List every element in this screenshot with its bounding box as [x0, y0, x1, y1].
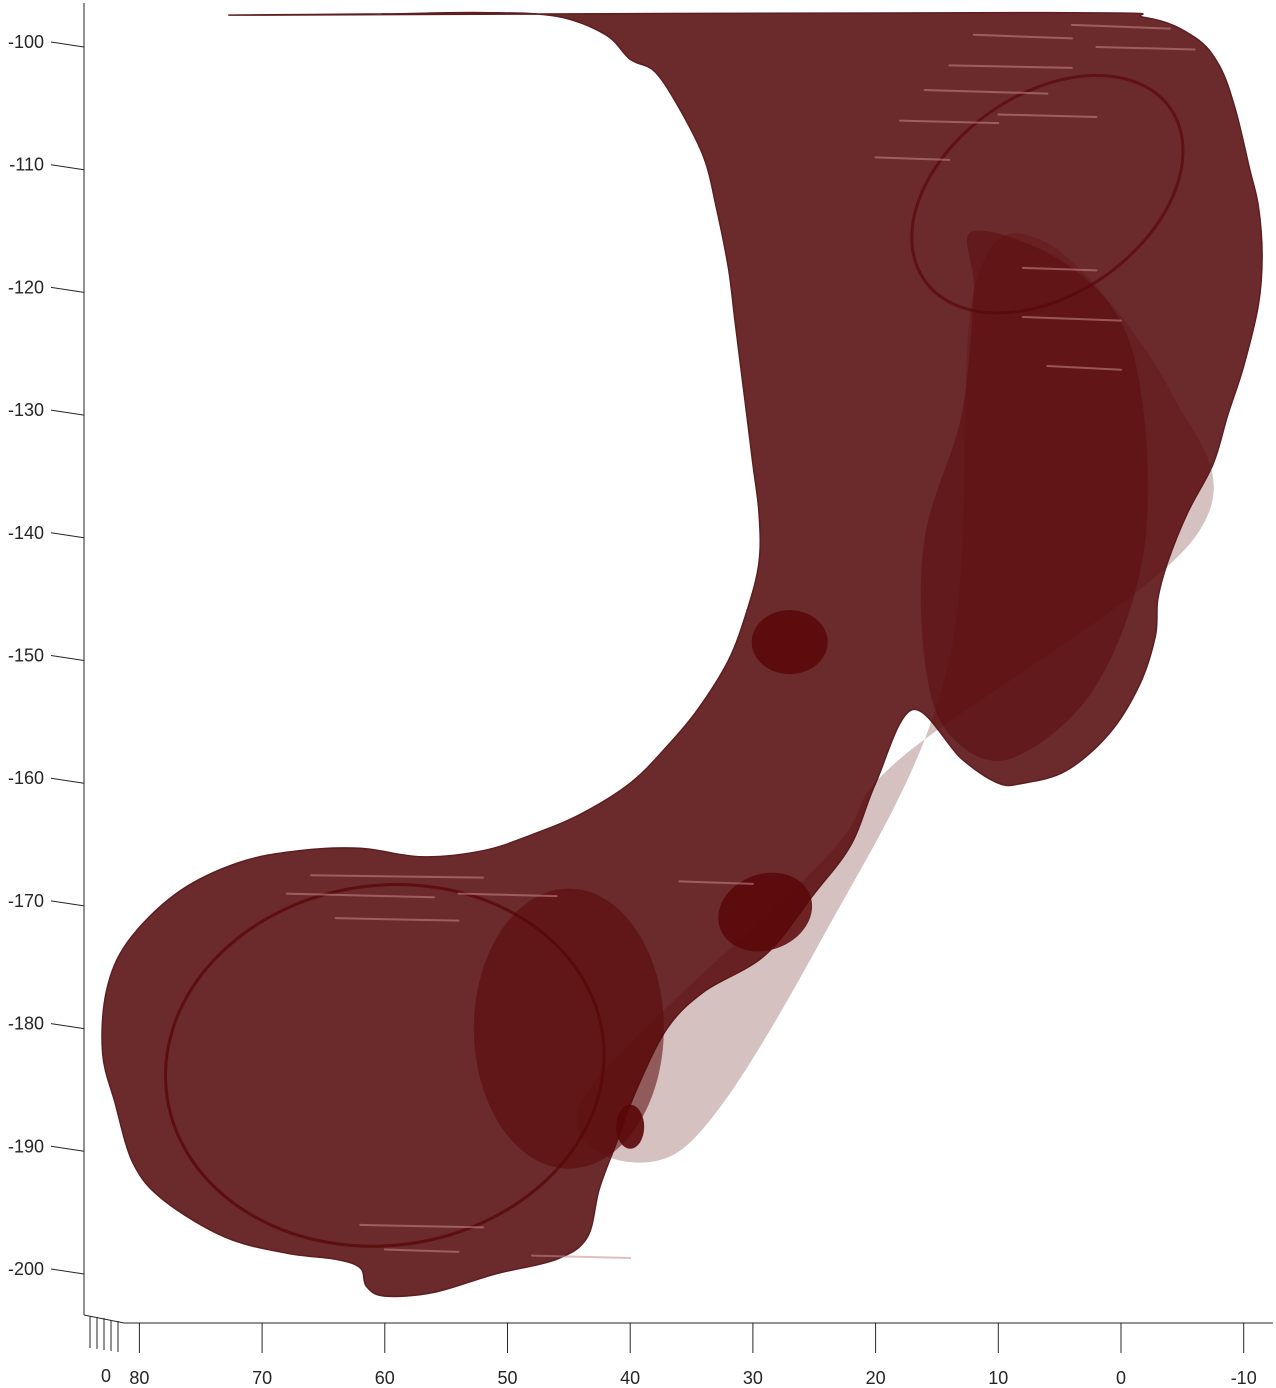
surface-highlight: [1095, 46, 1196, 51]
surface-opening: [616, 1104, 645, 1149]
y-tick: [50, 1023, 85, 1030]
y-tick: [50, 164, 85, 171]
surface-highlight: [531, 1254, 632, 1260]
surface-channel: [576, 233, 1214, 1163]
y-tick: [50, 900, 85, 907]
x-tick-label: 10: [988, 1368, 1008, 1388]
x-tick-label: 40: [620, 1368, 640, 1388]
x-tick-label: 80: [129, 1368, 149, 1388]
surface-end-cap-right: [910, 73, 1185, 315]
surface-opening: [718, 872, 813, 952]
surface-highlight: [1070, 23, 1172, 30]
y-tick: [50, 1145, 85, 1152]
surface-highlight: [334, 917, 460, 922]
x-tick-label: -10: [1231, 1368, 1257, 1388]
y-tick-label: -180: [8, 1014, 44, 1034]
y-tick: [50, 1268, 85, 1275]
y-tick-label: -140: [8, 523, 44, 543]
y-ticks: -100 -110 -120 -130 -140 -150 -160 -170 -180 -190…: [8, 32, 85, 1279]
surface-opening: [751, 610, 828, 675]
y-tick-label: -130: [8, 400, 44, 420]
x-tick-label: 50: [497, 1368, 517, 1388]
y-tick: [50, 41, 85, 48]
depth-tick-label: 0: [101, 1366, 111, 1386]
y-tick-label: -110: [9, 155, 44, 175]
y-tick: [50, 286, 85, 293]
y-tick-label: -100: [8, 32, 44, 52]
y-tick-label: -200: [8, 1259, 44, 1279]
surface-inner-tube: [920, 230, 1148, 761]
depth-ticks: 0: [89, 1316, 119, 1386]
y-tick-label: -150: [8, 646, 44, 666]
y-tick-label: -170: [8, 891, 44, 911]
x-ticks: 80 70 60 50 40 30 20 10 0 -10: [129, 1323, 1257, 1388]
surface-highlight: [383, 1248, 460, 1253]
surface-highlight: [359, 1223, 484, 1229]
y-tick-label: -120: [8, 277, 44, 297]
surface-highlight: [1021, 315, 1122, 322]
surface-highlight: [948, 64, 1073, 69]
surface-highlight: [899, 119, 1000, 125]
y-tick: [50, 409, 85, 416]
surface-highlight: [997, 113, 1098, 118]
surface-highlight: [285, 892, 435, 899]
y-tick: [50, 532, 85, 539]
y-tick: [50, 777, 85, 784]
x-tick-label: 60: [375, 1368, 395, 1388]
surface-highlight: [678, 880, 754, 885]
y-tick-label: -160: [8, 768, 44, 788]
surface-highlight: [874, 156, 951, 161]
surface-highlight: [1021, 266, 1098, 272]
y-tick: [50, 655, 85, 661]
surface-highlight: [310, 874, 484, 879]
x-tick-label: 20: [866, 1368, 886, 1388]
x-tick-label: 70: [252, 1368, 272, 1388]
surface-body: [101, 11, 1263, 1298]
surface-highlight: [1046, 365, 1122, 371]
surface-highlight: [923, 88, 1049, 95]
surface-inner-lobe: [473, 888, 664, 1169]
x-tick-label: 30: [743, 1368, 763, 1388]
surface-highlight: [457, 892, 558, 898]
y-tick-label: -190: [8, 1136, 44, 1156]
x-tick-label: 0: [1116, 1368, 1126, 1388]
surface-layer: [101, 11, 1263, 1298]
surface-highlight: [972, 33, 1073, 40]
